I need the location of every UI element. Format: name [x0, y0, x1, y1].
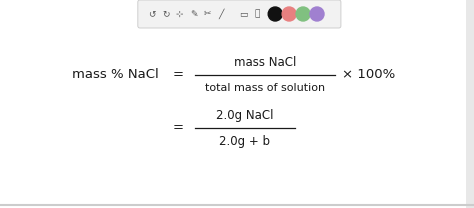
- Text: ↻: ↻: [162, 10, 170, 19]
- Text: ✂: ✂: [204, 10, 211, 19]
- FancyBboxPatch shape: [138, 0, 341, 28]
- Text: 2.0g + b: 2.0g + b: [219, 135, 271, 149]
- Text: ╱: ╱: [219, 9, 224, 19]
- Circle shape: [310, 7, 324, 21]
- Circle shape: [282, 7, 296, 21]
- Circle shape: [268, 7, 282, 21]
- Text: ⊹: ⊹: [176, 10, 183, 19]
- Text: mass % NaCl: mass % NaCl: [72, 68, 159, 82]
- Text: ▭: ▭: [239, 10, 247, 19]
- Text: ↺: ↺: [148, 10, 155, 19]
- Text: 2.0g NaCl: 2.0g NaCl: [216, 109, 274, 121]
- Circle shape: [296, 7, 310, 21]
- Text: total mass of solution: total mass of solution: [205, 83, 325, 93]
- Text: mass NaCl: mass NaCl: [234, 56, 296, 68]
- Text: =: =: [173, 121, 183, 135]
- Text: ✎: ✎: [190, 10, 197, 19]
- Text: =: =: [173, 68, 183, 82]
- Bar: [466, 0, 474, 208]
- Text: ⬛: ⬛: [255, 10, 260, 19]
- Text: × 100%: × 100%: [342, 68, 395, 82]
